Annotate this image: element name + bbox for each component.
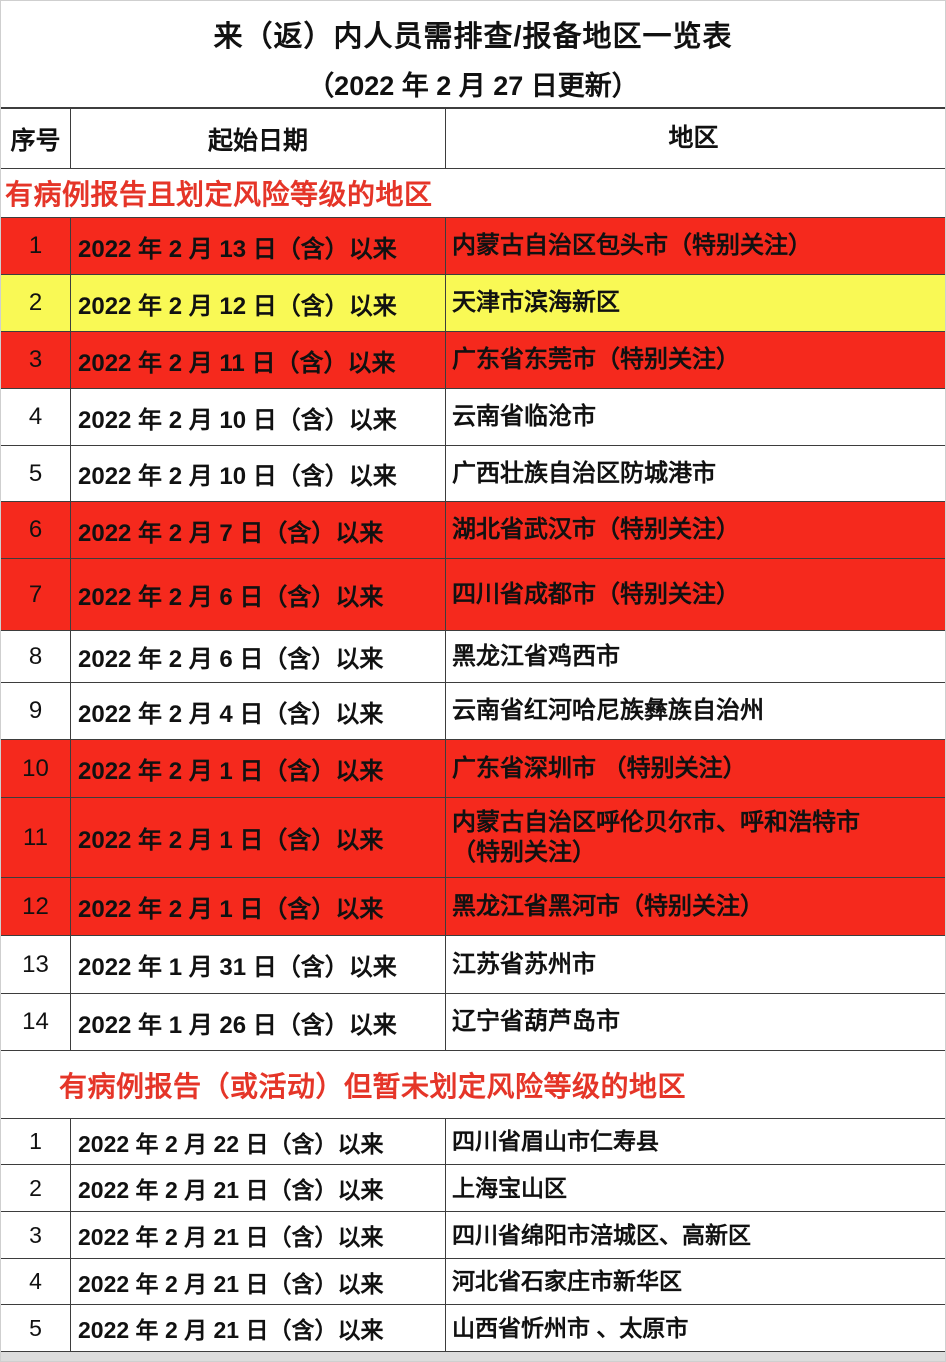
row-start-date: 2022 年 2 月 11 日（含）以来 <box>71 332 446 388</box>
table-row: 3 2022 年 2 月 21 日（含）以来 四川省绵阳市涪城区、高新区 <box>1 1212 945 1259</box>
row-region: 广东省东莞市（特别关注） <box>452 346 740 373</box>
table-row: 5 2022 年 2 月 21 日（含）以来 山西省忻州市 、太原市 <box>1 1305 945 1352</box>
table-row: 4 2022 年 2 月 21 日（含）以来 河北省石家庄市新华区 <box>1 1259 945 1305</box>
row-start-date: 2022 年 2 月 13 日（含）以来 <box>71 218 446 274</box>
row-index: 4 <box>1 389 71 445</box>
table-row: 2 2022 年 2 月 12 日（含）以来 天津市滨海新区 <box>1 275 945 332</box>
row-start-date: 2022 年 2 月 10 日（含）以来 <box>71 446 446 501</box>
row-index: 4 <box>1 1259 71 1304</box>
row-index: 14 <box>1 994 71 1050</box>
row-index: 11 <box>1 798 71 877</box>
row-start-date: 2022 年 2 月 1 日（含）以来 <box>71 878 446 935</box>
row-region: 黑龙江省黑河市（特别关注） <box>452 892 764 920</box>
header-start-date: 起始日期 <box>71 109 446 168</box>
row-region: 四川省成都市（特别关注） <box>452 580 740 608</box>
row-region: 天津市滨海新区 <box>452 289 620 316</box>
bottom-strip <box>1 1352 945 1361</box>
row-region: 江苏省苏州市 <box>452 950 596 978</box>
row-start-date: 2022 年 2 月 7 日（含）以来 <box>71 502 446 558</box>
section-1-title: 有病例报告且划定风险等级的地区 <box>1 169 945 218</box>
row-index: 7 <box>1 559 71 630</box>
table-row: 5 2022 年 2 月 10 日（含）以来 广西壮族自治区防城港市 <box>1 446 945 502</box>
row-index: 3 <box>1 332 71 388</box>
row-start-date: 2022 年 2 月 22 日（含）以来 <box>71 1119 446 1164</box>
region-table: 序号 起始日期 地区 有病例报告且划定风险等级的地区 1 2022 年 2 月 … <box>1 107 945 1353</box>
row-start-date: 2022 年 2 月 1 日（含）以来 <box>71 798 446 877</box>
row-region: 云南省临沧市 <box>452 403 596 430</box>
row-region: 广东省深圳市 （特别关注） <box>452 754 747 782</box>
table-row: 1 2022 年 2 月 13 日（含）以来 内蒙古自治区包头市（特别关注） <box>1 218 945 275</box>
table-row: 14 2022 年 1 月 26 日（含）以来 辽宁省葫芦岛市 <box>1 994 945 1051</box>
row-start-date: 2022 年 2 月 1 日（含）以来 <box>71 740 446 797</box>
row-start-date: 2022 年 2 月 6 日（含）以来 <box>71 631 446 682</box>
section-risk-ungraded: 有病例报告（或活动）但暂未划定风险等级的地区 1 2022 年 2 月 22 日… <box>1 1051 945 1352</box>
row-region: 黑龙江省鸡西市 <box>452 642 620 670</box>
section-2-title: 有病例报告（或活动）但暂未划定风险等级的地区 <box>1 1051 945 1119</box>
table-header-row: 序号 起始日期 地区 <box>1 109 945 169</box>
table-row: 4 2022 年 2 月 10 日（含）以来 云南省临沧市 <box>1 389 945 446</box>
row-region: 湖北省武汉市（特别关注） <box>452 516 740 543</box>
row-region: 广西壮族自治区防城港市 <box>452 459 716 487</box>
row-start-date: 2022 年 2 月 21 日（含）以来 <box>71 1305 446 1351</box>
row-start-date: 2022 年 2 月 12 日（含）以来 <box>71 275 446 331</box>
row-start-date: 2022 年 2 月 21 日（含）以来 <box>71 1165 446 1211</box>
table-row: 11 2022 年 2 月 1 日（含）以来 内蒙古自治区呼伦贝尔市、呼和浩特市… <box>1 798 945 878</box>
row-region: 云南省红河哈尼族彝族自治州 <box>452 697 764 724</box>
table-row: 3 2022 年 2 月 11 日（含）以来 广东省东莞市（特别关注） <box>1 332 945 389</box>
header-index: 序号 <box>1 109 71 168</box>
row-index: 1 <box>1 1119 71 1164</box>
row-index: 9 <box>1 683 71 739</box>
table-row: 6 2022 年 2 月 7 日（含）以来 湖北省武汉市（特别关注） <box>1 502 945 559</box>
row-start-date: 2022 年 1 月 26 日（含）以来 <box>71 994 446 1050</box>
row-region: 河北省石家庄市新华区 <box>452 1268 682 1295</box>
table-row: 9 2022 年 2 月 4 日（含）以来 云南省红河哈尼族彝族自治州 <box>1 683 945 740</box>
table-row: 8 2022 年 2 月 6 日（含）以来 黑龙江省鸡西市 <box>1 631 945 683</box>
row-index: 12 <box>1 878 71 935</box>
row-index: 6 <box>1 502 71 558</box>
row-region: 山西省忻州市 、太原市 <box>452 1314 689 1341</box>
row-index: 5 <box>1 1305 71 1351</box>
page-title: 来（返）内人员需排查/报备地区一览表 <box>213 21 733 53</box>
title-block: 来（返）内人员需排查/报备地区一览表 （2022 年 2 月 27 日更新） <box>1 1 945 107</box>
row-start-date: 2022 年 2 月 10 日（含）以来 <box>71 389 446 445</box>
row-index: 5 <box>1 446 71 501</box>
table-row: 1 2022 年 2 月 22 日（含）以来 四川省眉山市仁寿县 <box>1 1119 945 1165</box>
row-index: 2 <box>1 275 71 331</box>
row-region: 四川省眉山市仁寿县 <box>452 1128 659 1155</box>
row-index: 3 <box>1 1212 71 1258</box>
row-start-date: 2022 年 2 月 6 日（含）以来 <box>71 559 446 630</box>
row-region: 内蒙古自治区呼伦贝尔市、呼和浩特市 （特别关注） <box>452 808 860 866</box>
row-start-date: 2022 年 2 月 4 日（含）以来 <box>71 683 446 739</box>
row-region: 上海宝山区 <box>452 1174 567 1201</box>
section-2-rows: 1 2022 年 2 月 22 日（含）以来 四川省眉山市仁寿县 2 2022 … <box>1 1119 945 1352</box>
row-region: 辽宁省葫芦岛市 <box>452 1008 620 1035</box>
section-1-rows: 1 2022 年 2 月 13 日（含）以来 内蒙古自治区包头市（特别关注） 2… <box>1 218 945 1051</box>
row-index: 1 <box>1 218 71 274</box>
table-row: 13 2022 年 1 月 31 日（含）以来 江苏省苏州市 <box>1 936 945 994</box>
row-index: 2 <box>1 1165 71 1211</box>
row-index: 13 <box>1 936 71 993</box>
table-row: 12 2022 年 2 月 1 日（含）以来 黑龙江省黑河市（特别关注） <box>1 878 945 936</box>
header-region: 地区 <box>668 123 719 152</box>
row-index: 10 <box>1 740 71 797</box>
row-index: 8 <box>1 631 71 682</box>
row-region: 四川省绵阳市涪城区、高新区 <box>452 1221 751 1248</box>
row-start-date: 2022 年 1 月 31 日（含）以来 <box>71 936 446 993</box>
table-row: 10 2022 年 2 月 1 日（含）以来 广东省深圳市 （特别关注） <box>1 740 945 798</box>
row-region: 内蒙古自治区包头市（特别关注） <box>452 232 812 259</box>
section-risk-graded: 有病例报告且划定风险等级的地区 1 2022 年 2 月 13 日（含）以来 内… <box>1 169 945 1051</box>
row-start-date: 2022 年 2 月 21 日（含）以来 <box>71 1259 446 1304</box>
table-row: 7 2022 年 2 月 6 日（含）以来 四川省成都市（特别关注） <box>1 559 945 631</box>
table-row: 2 2022 年 2 月 21 日（含）以来 上海宝山区 <box>1 1165 945 1212</box>
page-subtitle: （2022 年 2 月 27 日更新） <box>307 71 639 101</box>
row-start-date: 2022 年 2 月 21 日（含）以来 <box>71 1212 446 1258</box>
